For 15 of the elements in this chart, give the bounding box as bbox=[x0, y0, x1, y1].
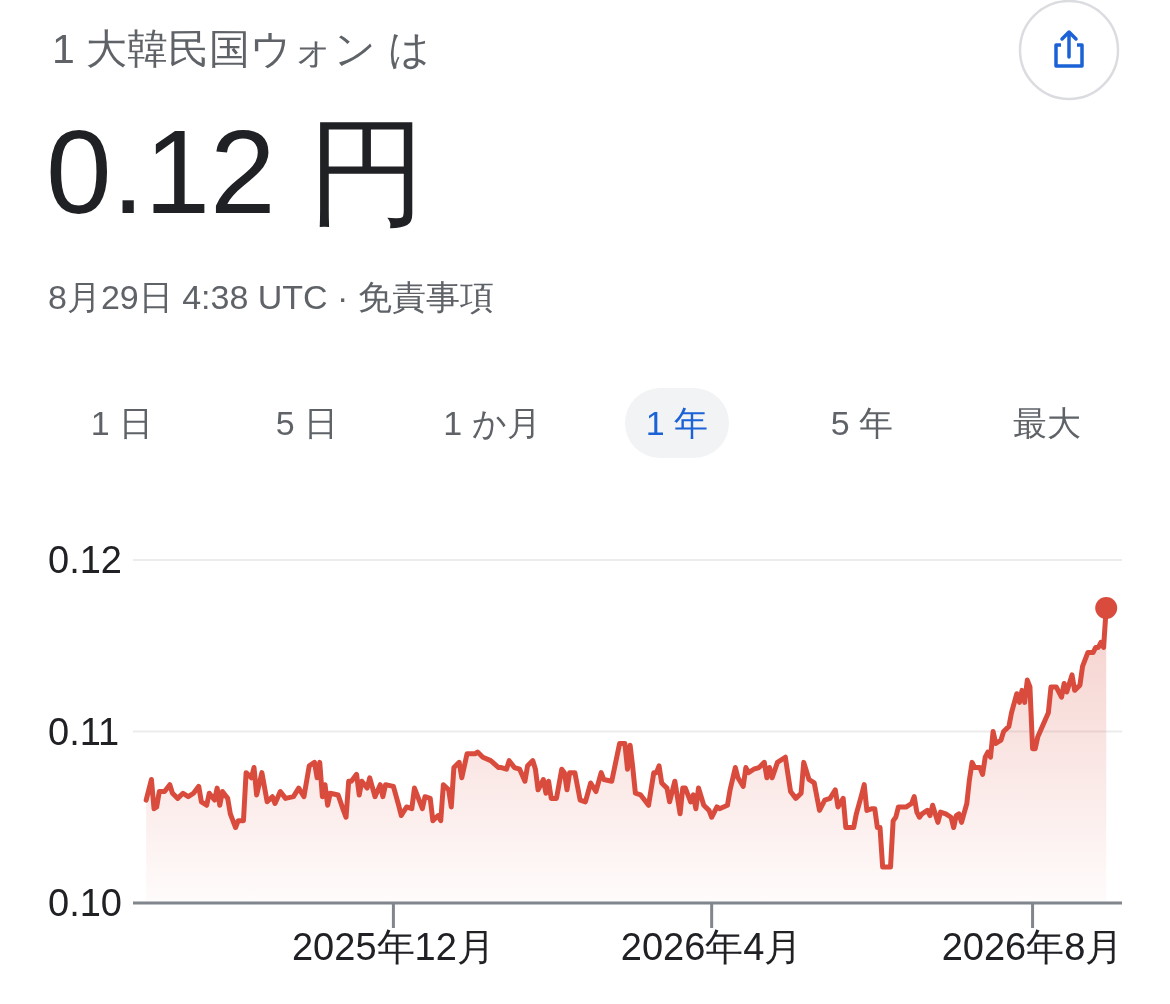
y-tick-label: 0.12 bbox=[48, 539, 122, 581]
y-tick-label: 0.11 bbox=[48, 710, 120, 753]
text: 1 か月 bbox=[443, 404, 541, 442]
x-tick-label: 2026年4月 bbox=[620, 926, 803, 968]
text: 1 年 bbox=[645, 404, 709, 442]
chart-subtitle: 0.12 円 bbox=[46, 106, 427, 238]
text: 5 年 bbox=[830, 404, 894, 442]
chart-title: 1 大韓民国ウォン は bbox=[52, 26, 430, 72]
y-tick-label: 0.10 bbox=[48, 882, 122, 924]
text: 1 日 bbox=[90, 404, 154, 442]
x-tick-label: 2026年8月 bbox=[941, 926, 1124, 968]
text: 最大 bbox=[1013, 404, 1081, 442]
x-tick-label: 2025年12月 bbox=[292, 926, 495, 968]
text: 5 日 bbox=[275, 404, 339, 442]
text: 8月29日 4:38 UTC · 免責事項 bbox=[48, 278, 494, 316]
